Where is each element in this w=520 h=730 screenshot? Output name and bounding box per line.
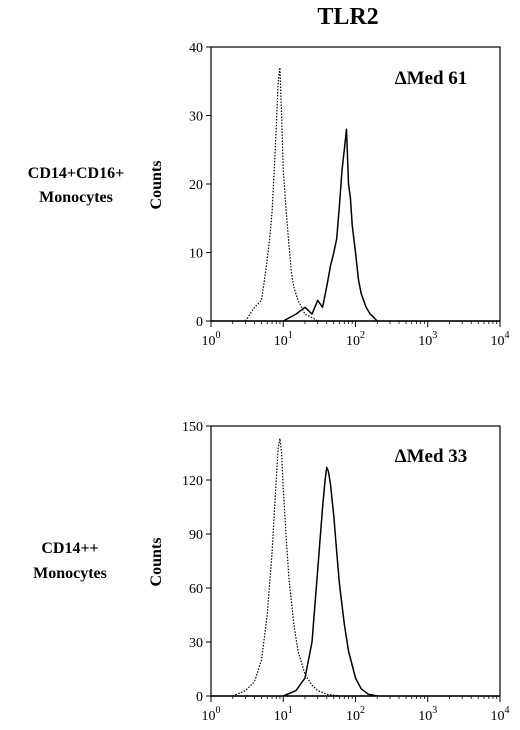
x-ticks: 100 101 102 103 104 (202, 321, 510, 349)
y-tick-label: 150 (182, 420, 203, 435)
y-tick-label: 60 (189, 582, 203, 597)
x-tick-base: 10 (418, 709, 432, 724)
x-tick-label: 101 (274, 330, 293, 349)
isotype-control-series (232, 438, 340, 697)
y-axis-label: Counts (148, 161, 165, 210)
x-tick-label: 104 (491, 705, 510, 724)
x-tick-base: 10 (418, 334, 432, 349)
y-tick-label: 20 (189, 178, 203, 193)
x-tick-base: 10 (202, 334, 216, 349)
y-ticks: 0 30 60 90 120 150 (182, 420, 211, 705)
tlr2-stain-series (283, 466, 378, 697)
y-tick-label: 40 (189, 41, 203, 56)
y-tick-label: 30 (189, 636, 203, 651)
x-tick-base: 10 (274, 709, 288, 724)
x-tick-exponent: 3 (432, 705, 437, 716)
x-tick-label: 100 (202, 330, 221, 349)
x-tick-label: 103 (418, 330, 437, 349)
x-tick-exponent: 1 (288, 705, 293, 716)
row-label-line-2: Monocytes (33, 565, 107, 582)
x-tick-base: 10 (491, 709, 505, 724)
x-tick-exponent: 0 (216, 705, 221, 716)
histogram-series (211, 438, 500, 697)
x-tick-label: 101 (274, 705, 293, 724)
x-tick-exponent: 4 (505, 705, 510, 716)
x-tick-base: 10 (346, 334, 360, 349)
x-tick-exponent: 2 (360, 330, 365, 341)
x-tick-base: 10 (274, 334, 288, 349)
x-tick-base: 10 (202, 709, 216, 724)
annotation-delta-med: ΔMed 61 (395, 68, 468, 89)
isotype-control-series (244, 66, 319, 322)
y-tick-label: 0 (196, 690, 203, 705)
x-tick-label: 102 (346, 330, 365, 349)
x-tick-label: 104 (491, 330, 510, 349)
y-axis-label: Counts (148, 538, 165, 587)
annotation-delta-med: ΔMed 33 (395, 446, 468, 467)
x-tick-exponent: 3 (432, 330, 437, 341)
y-tick-label: 30 (189, 110, 203, 125)
x-tick-exponent: 4 (505, 330, 510, 341)
x-tick-exponent: 2 (360, 705, 365, 716)
x-tick-label: 100 (202, 705, 221, 724)
panel-cd14pp: CD14++ Monocytes Counts ΔMed 33 03060901… (33, 420, 509, 724)
row-label-line-2: Monocytes (39, 189, 113, 206)
row-label-line-1: CD14+CD16+ (28, 165, 124, 182)
x-tick-label: 103 (418, 705, 437, 724)
x-tick-base: 10 (491, 334, 505, 349)
y-tick-label: 120 (182, 474, 203, 489)
row-label-line-1: CD14++ (41, 540, 98, 557)
figure-title: TLR2 (317, 4, 378, 30)
x-tick-label: 102 (346, 705, 365, 724)
x-tick-exponent: 0 (216, 330, 221, 341)
x-tick-base: 10 (346, 709, 360, 724)
y-ticks: 0 10 20 30 40 (189, 41, 211, 330)
x-tick-exponent: 1 (288, 330, 293, 341)
histogram-series (211, 66, 500, 322)
tlr2-stain-series (282, 128, 378, 322)
y-tick-label: 90 (189, 528, 203, 543)
panel-cd14-cd16: CD14+CD16+ Monocytes Counts ΔMed 61 0102… (28, 41, 510, 349)
y-tick-label: 0 (196, 315, 203, 330)
y-tick-label: 10 (189, 247, 203, 262)
x-ticks: 100 101 102 103 104 (202, 696, 510, 724)
